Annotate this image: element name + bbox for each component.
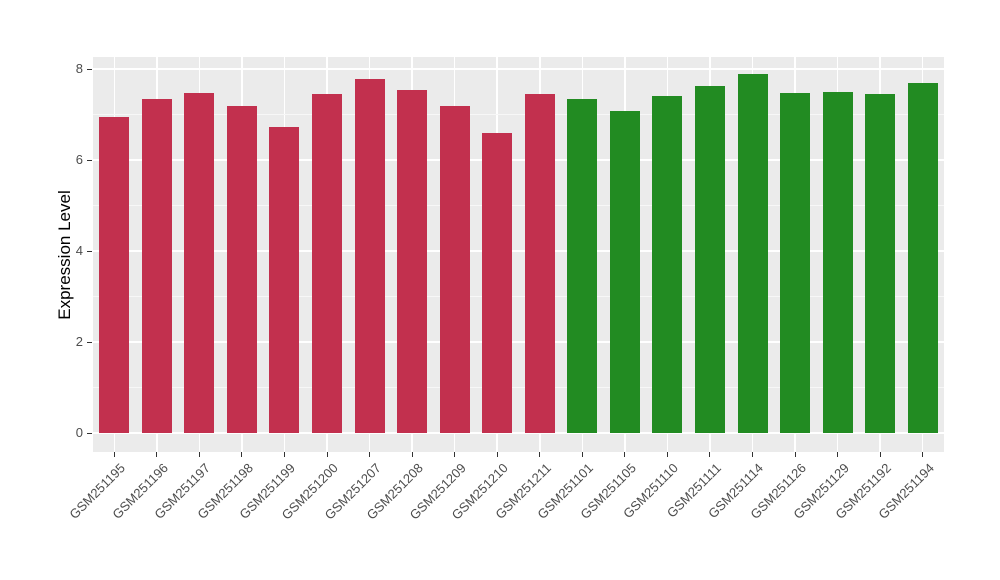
bar-GSM251195 (99, 116, 130, 433)
gridline-major (93, 68, 944, 70)
bar-GSM251197 (184, 93, 215, 433)
bar-GSM251196 (141, 99, 172, 433)
x-tick-mark (922, 452, 924, 457)
y-tick-mark (87, 250, 92, 252)
bar-GSM251105 (609, 110, 640, 433)
gridline-minor (93, 387, 944, 388)
bar-GSM251192 (865, 94, 896, 433)
bar-GSM251199 (269, 127, 300, 433)
bar-GSM251194 (907, 83, 938, 433)
bar-GSM251101 (567, 99, 598, 433)
x-tick-mark (241, 452, 243, 457)
gridline-minor (93, 114, 944, 115)
gridline-major (93, 250, 944, 252)
bar-GSM251200 (312, 94, 343, 433)
gridline-minor (93, 296, 944, 297)
x-tick-mark (326, 452, 328, 457)
bar-GSM251211 (524, 93, 555, 433)
y-tick-mark (87, 341, 92, 343)
bar-GSM251111 (694, 85, 725, 433)
gridline-major (93, 432, 944, 434)
x-tick-mark (837, 452, 839, 457)
x-tick-mark (752, 452, 754, 457)
x-tick-mark (283, 452, 285, 457)
x-tick-mark (411, 452, 413, 457)
y-tick-mark (87, 159, 92, 161)
plot-panel (93, 57, 944, 452)
bar-GSM251110 (652, 95, 683, 433)
x-tick-mark (496, 452, 498, 457)
bar-GSM251210 (482, 133, 513, 433)
bar-GSM251126 (780, 92, 811, 433)
bar-GSM251114 (737, 74, 768, 433)
x-tick-mark (454, 452, 456, 457)
gridline-minor (93, 205, 944, 206)
x-tick-mark (879, 452, 881, 457)
x-tick-mark (624, 452, 626, 457)
x-tick-mark (581, 452, 583, 457)
y-tick-label: 8 (75, 61, 83, 76)
x-tick-mark (539, 452, 541, 457)
bar-GSM251209 (439, 106, 470, 433)
y-tick-label: 4 (75, 243, 83, 258)
bar-GSM251207 (354, 78, 385, 433)
x-tick-mark (156, 452, 158, 457)
y-tick-mark (87, 68, 92, 70)
x-tick-mark (198, 452, 200, 457)
y-tick-label: 0 (75, 425, 83, 440)
bar-GSM251208 (397, 89, 428, 433)
x-tick-mark (113, 452, 115, 457)
bar-GSM251198 (226, 106, 257, 433)
gridline-major (93, 159, 944, 161)
y-axis-title: Expression Level (55, 189, 74, 320)
y-tick-label: 6 (75, 152, 83, 167)
x-tick-mark (709, 452, 711, 457)
y-tick-mark (87, 432, 92, 434)
x-tick-mark (794, 452, 796, 457)
gridline-major (93, 341, 944, 343)
x-tick-mark (666, 452, 668, 457)
y-tick-label: 2 (75, 334, 83, 349)
x-tick-mark (369, 452, 371, 457)
bar-GSM251129 (822, 92, 853, 433)
